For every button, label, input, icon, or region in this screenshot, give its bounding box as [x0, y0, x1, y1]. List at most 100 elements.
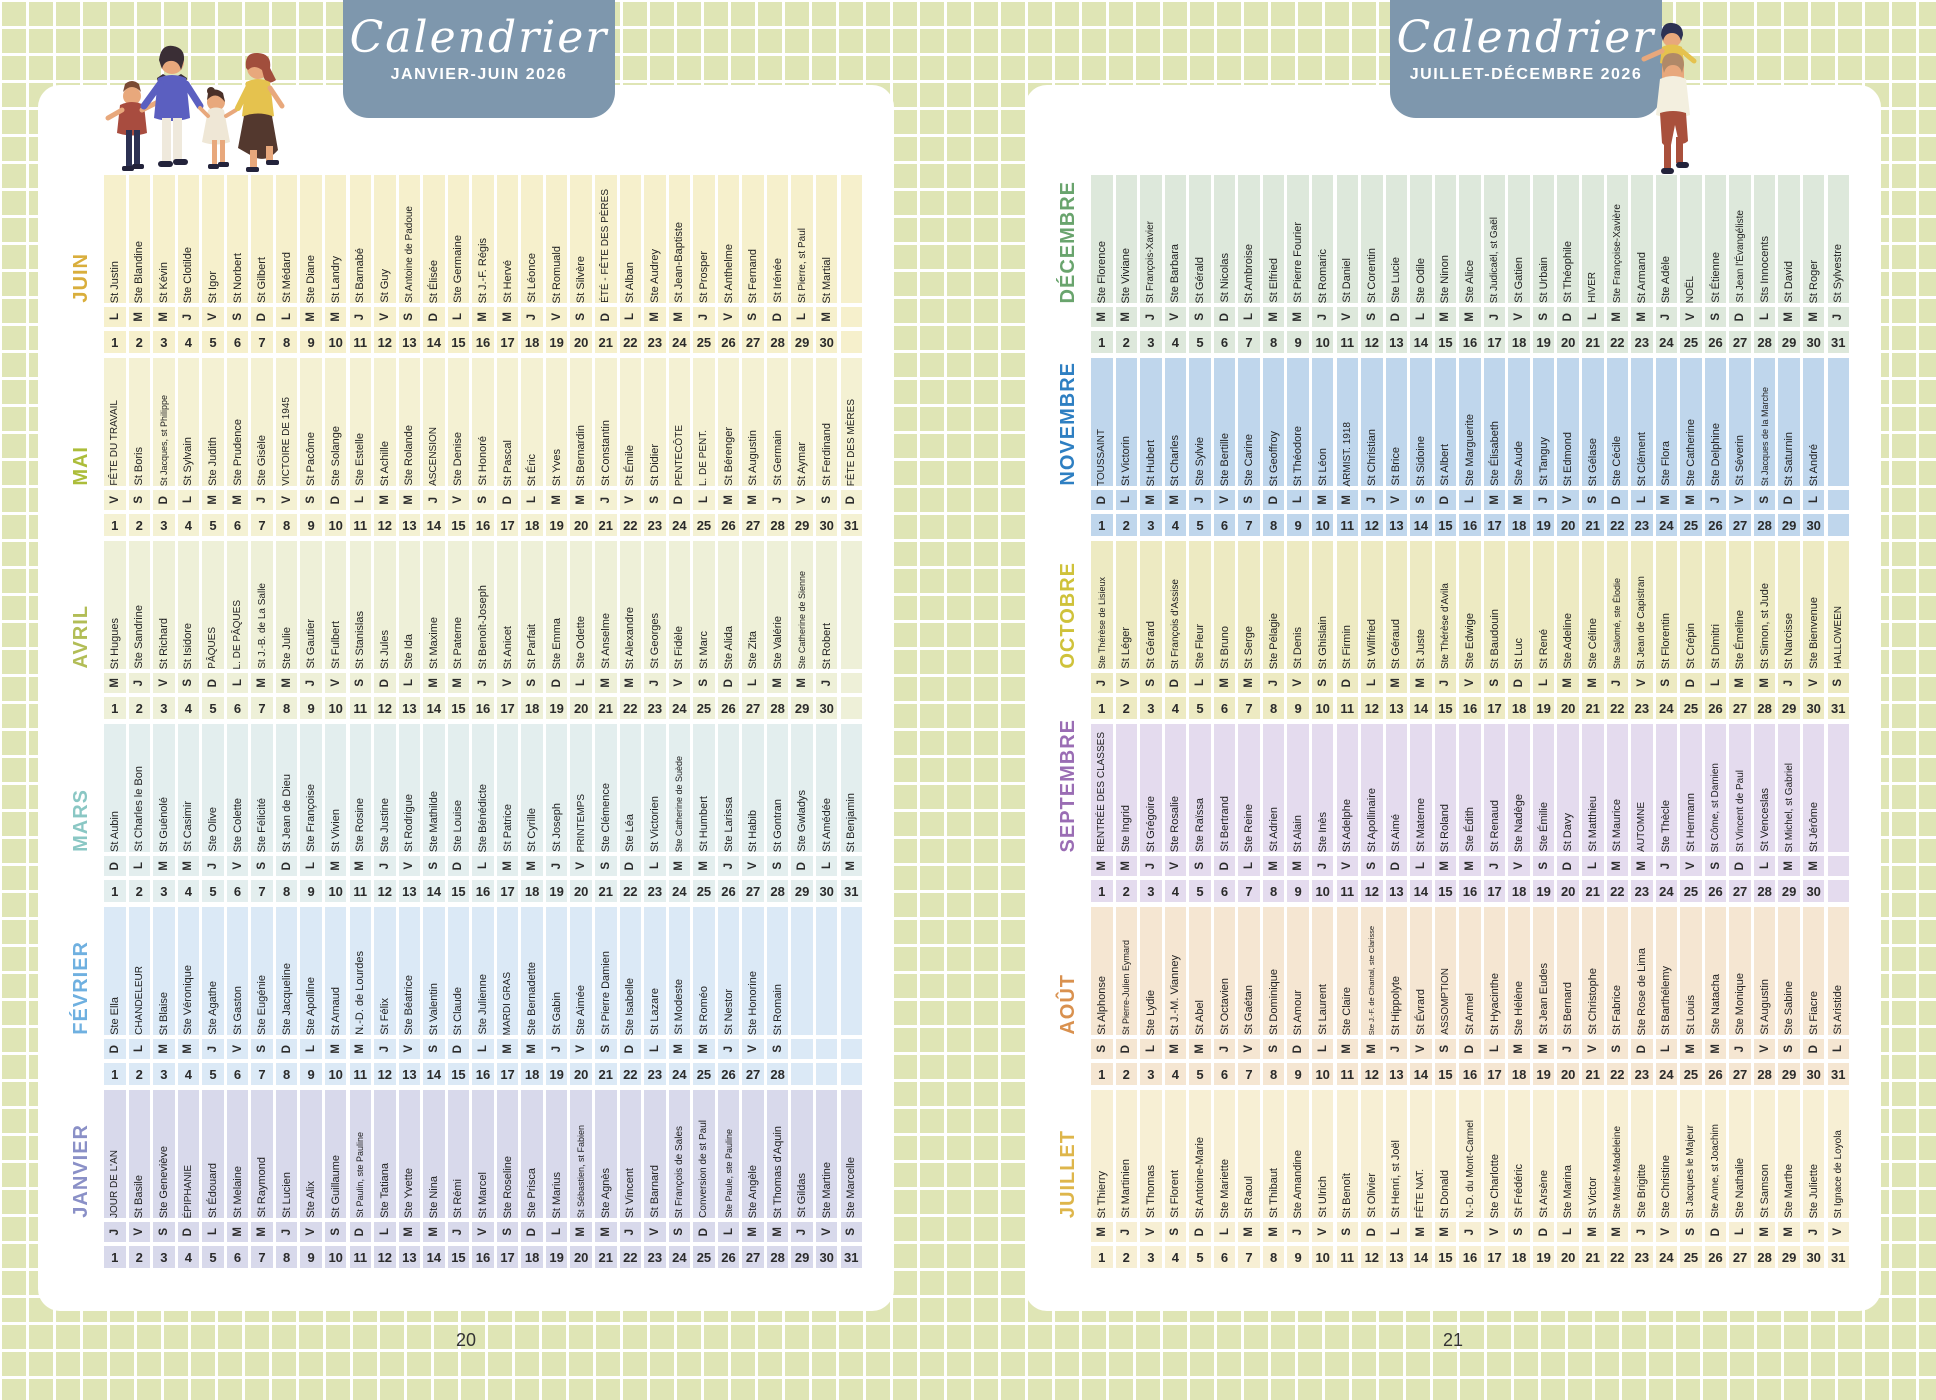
day-name-cell: Ste Estelle — [349, 358, 371, 486]
day-number: 19 — [1532, 1246, 1555, 1268]
day-name-cell: St Donald — [1434, 1090, 1457, 1218]
day-name: St J.-F. Régis — [477, 237, 489, 303]
day-weekday-cell — [1827, 490, 1849, 510]
day-name-cell: Ste Émilie — [1532, 724, 1555, 852]
day-weekday: D — [1439, 495, 1452, 505]
day-name-cell: St Aimé — [1385, 724, 1408, 852]
day-name-cell: Ste Émeline — [1729, 541, 1751, 669]
day-number: 15 — [1434, 514, 1457, 536]
day-weekday: L — [1807, 496, 1820, 504]
day-weekday: L — [624, 313, 637, 321]
day-name: St Silvère — [575, 255, 588, 303]
day-weekday: S — [1341, 1228, 1354, 1236]
day-number: 20 — [1557, 514, 1579, 536]
day-name-cell: St Geoffroy — [1262, 358, 1285, 486]
day-number: 4 — [1164, 880, 1187, 902]
day-name: St Patrice — [501, 804, 514, 852]
day-number: 2 — [1115, 514, 1138, 536]
day-number: 22 — [619, 1063, 642, 1085]
day-name: St Tanguy — [1537, 437, 1550, 486]
day-number: 11 — [349, 880, 371, 902]
day-weekday-cell: V — [1655, 1222, 1678, 1242]
day-name-cell: Ste Sylvie — [1189, 358, 1211, 486]
day-number: 23 — [644, 1063, 666, 1085]
day-weekday: J — [1464, 1228, 1476, 1236]
day-weekday-cell: M — [349, 856, 371, 876]
day-weekday: S — [403, 313, 416, 321]
day-number: 9 — [300, 514, 322, 536]
day-name: Ste Alice — [1464, 260, 1476, 303]
day-weekday-cell: V — [1164, 307, 1187, 327]
day-weekday-cell: J — [644, 673, 666, 693]
day-number: 7 — [1238, 331, 1260, 353]
day-weekday-cell: L — [1655, 1039, 1678, 1059]
day-number: 16 — [472, 697, 494, 719]
day-weekday: D — [1218, 312, 1231, 322]
day-name-cell: St Rodrigue — [398, 724, 421, 852]
day-name: Ste Judith — [206, 437, 219, 486]
day-weekday: S — [427, 1045, 440, 1053]
day-name-cell: ÉPIPHANIE — [177, 1090, 200, 1218]
day-name: St Thomas — [1144, 1165, 1157, 1218]
day-weekday-cell: S — [1140, 673, 1162, 693]
day-number: 12 — [1361, 697, 1383, 719]
month-band: JUIN St Justin L 1 Ste Blandine M 2 St Kévin M 3 S… — [38, 175, 894, 353]
day-name-cell: Ste Apolline — [300, 907, 322, 1035]
day-number: 13 — [398, 331, 421, 353]
day-name-cell: St Théodore — [1287, 358, 1309, 486]
day-weekday-cell: S — [226, 307, 249, 327]
day-weekday: S — [648, 496, 661, 504]
day-weekday-cell: J — [815, 673, 838, 693]
month-label: JUILLET — [1056, 1129, 1079, 1218]
day-weekday-cell: M — [1434, 307, 1457, 327]
day-weekday-cell: D — [1680, 673, 1702, 693]
day-number: 18 — [1508, 331, 1530, 353]
day-weekday-cell: M — [1778, 1222, 1800, 1242]
day-name-cell — [815, 907, 838, 1035]
day-number: 17 — [496, 514, 519, 536]
day-weekday-cell: D — [202, 673, 224, 693]
day-number: 6 — [226, 514, 249, 536]
day-name-cell: St Cyrille — [521, 724, 543, 852]
day-number: 23 — [644, 514, 666, 536]
day-name: St Antoine-Marie — [1193, 1136, 1206, 1218]
day-name-cell: St Norbert — [226, 175, 249, 303]
day-weekday: D — [624, 1044, 637, 1054]
day-name: Ste Delphine — [1709, 423, 1722, 486]
day-name: St Paterne — [452, 617, 465, 669]
day-weekday: V — [1414, 1045, 1427, 1053]
day-weekday-cell: L — [1410, 307, 1432, 327]
day-name-cell: Ste Marina — [1557, 1090, 1579, 1218]
day-number: 7 — [251, 1063, 273, 1085]
day-number: 15 — [1434, 331, 1457, 353]
day-weekday-cell: L — [521, 490, 543, 510]
day-weekday-cell: J — [1704, 490, 1727, 510]
day-weekday: S — [305, 496, 318, 504]
day-number: 16 — [1459, 697, 1481, 719]
day-weekday: L — [133, 862, 146, 870]
day-name-cell: Ste Édith — [1459, 724, 1481, 852]
day-number: 23 — [1631, 697, 1653, 719]
day-name-cell: Ste Léa — [619, 724, 642, 852]
day-weekday-cell: M — [1483, 490, 1506, 510]
day-number: 6 — [226, 1246, 249, 1268]
day-name: St Robert — [820, 622, 833, 669]
day-name-cell: Ste Germaine — [447, 175, 470, 303]
day-name-cell: St Léonce — [521, 175, 543, 303]
day-weekday-cell: V — [815, 1222, 838, 1242]
day-weekday: V — [477, 1228, 489, 1236]
day-name-cell: St Hyacinthe — [1483, 907, 1506, 1035]
day-weekday-cell: V — [1164, 856, 1187, 876]
day-weekday-cell: D — [1336, 673, 1358, 693]
day-name: Ste Roseline — [501, 1155, 514, 1218]
day-name-cell: St Séverin — [1729, 358, 1751, 486]
day-name-cell: St Jérôme — [1802, 724, 1825, 852]
day-name: St Fulbert — [329, 621, 342, 669]
day-name: Ste Viviane — [1120, 247, 1133, 303]
day-name: Ste Salomé, ste Élodie — [1612, 577, 1623, 669]
day-name: St Davy — [1562, 813, 1575, 852]
day-weekday-cell: D — [1361, 1222, 1383, 1242]
day-name-cell: St Gaston — [226, 907, 249, 1035]
day-weekday: L — [108, 313, 121, 321]
day-name: St Gaétan — [1243, 985, 1256, 1035]
